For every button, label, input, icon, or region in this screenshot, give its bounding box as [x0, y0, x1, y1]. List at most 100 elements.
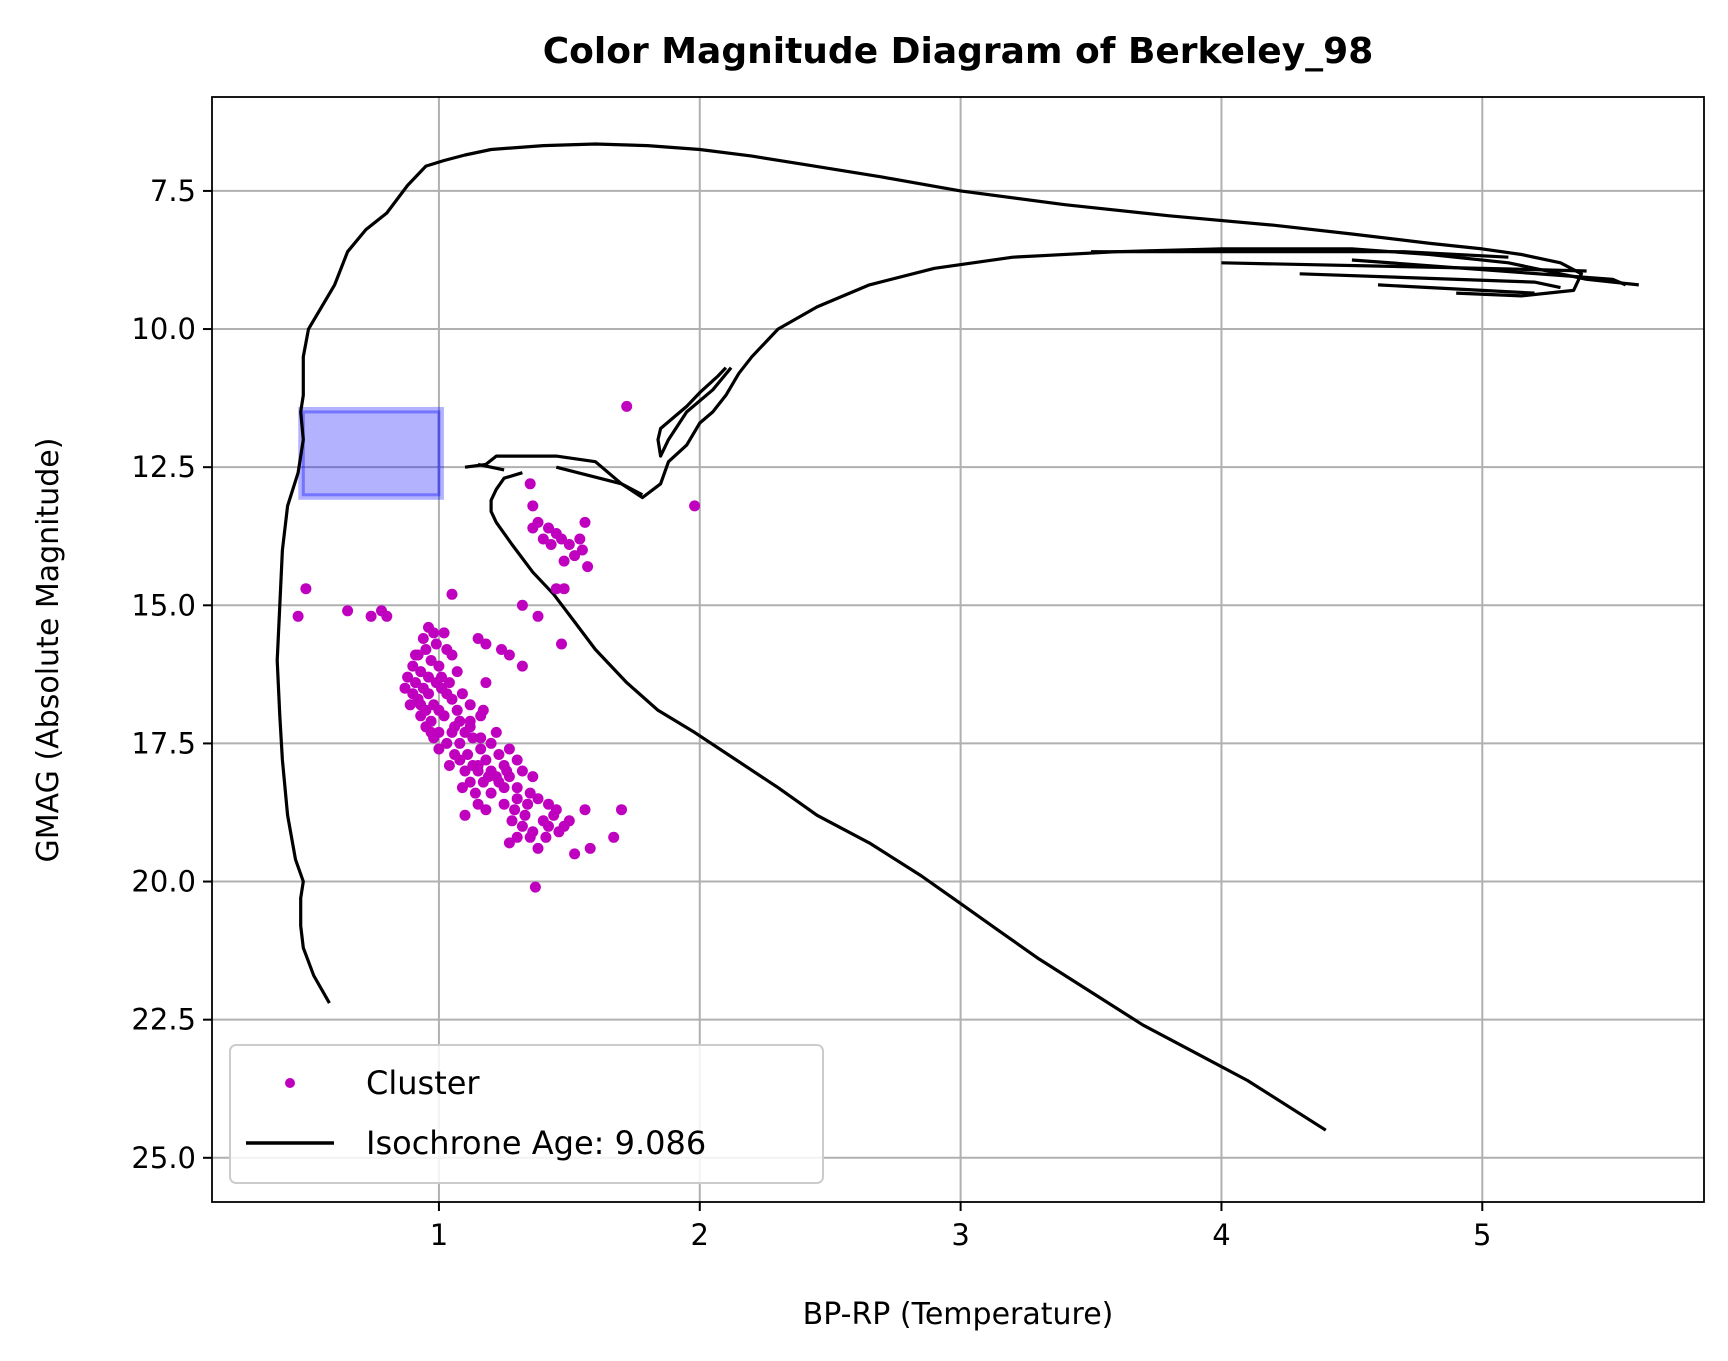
cluster-point: [493, 749, 505, 760]
cluster-point: [532, 610, 544, 622]
cluster-point: [553, 826, 565, 838]
cluster-point: [545, 539, 557, 550]
plot-frame: [211, 96, 1705, 1203]
cluster-point: [563, 539, 575, 550]
cluster-point: [436, 671, 447, 683]
isochrone-line: [1091, 250, 1509, 259]
cluster-point: [608, 831, 620, 843]
cluster-point: [503, 837, 515, 849]
cluster-point: [493, 776, 505, 788]
cluster-point: [402, 671, 414, 683]
cluster-point: [516, 765, 528, 777]
cluster-point: [459, 809, 471, 821]
cluster-point: [454, 737, 466, 749]
cluster-point: [454, 754, 466, 766]
cluster-point: [616, 804, 627, 816]
cluster-point: [501, 765, 513, 777]
isochrone-line: [464, 247, 1639, 500]
cluster-point: [381, 610, 393, 622]
cluster-point: [516, 820, 528, 832]
cluster-point: [464, 715, 476, 727]
cluster-point: [475, 732, 487, 744]
x-axis-ticks: 1 2 3 4 5: [430, 1202, 1492, 1252]
cluster-point: [446, 693, 458, 705]
cluster-point: [485, 787, 497, 799]
cluster-point: [519, 809, 531, 821]
cluster-point: [689, 500, 701, 512]
cluster-point: [433, 743, 445, 755]
cluster-point: [527, 500, 539, 512]
cluster-point: [449, 721, 461, 733]
cluster-point: [410, 677, 421, 689]
highlight-box-outer: [298, 406, 444, 500]
cluster-point: [543, 820, 554, 832]
cluster-point: [516, 599, 528, 611]
highlight-box-layer: [298, 406, 444, 500]
y-tick-label: 17.5: [131, 726, 196, 760]
cluster-point: [425, 655, 437, 666]
cluster-point: [582, 561, 594, 573]
cluster-point: [537, 533, 549, 545]
cluster-point: [292, 610, 304, 622]
cluster-point: [467, 732, 479, 744]
isochrone-line: [1377, 283, 1535, 295]
cluster-layer: [292, 400, 701, 893]
cluster-point: [540, 831, 552, 843]
cluster-point: [417, 633, 429, 644]
cluster-point: [503, 743, 515, 755]
cluster-point: [459, 765, 471, 777]
cluster-point: [543, 798, 554, 810]
cluster-point: [511, 793, 523, 805]
cluster-point: [415, 699, 427, 711]
cluster-point: [569, 848, 581, 860]
cluster-point: [425, 726, 437, 738]
cluster-point: [527, 771, 539, 783]
isochrone-line: [489, 471, 1327, 1132]
cluster-point: [569, 550, 581, 562]
y-tick-label: 22.5: [131, 1003, 196, 1037]
cluster-point: [423, 671, 434, 683]
cluster-point: [524, 787, 536, 799]
cluster-point: [556, 638, 567, 650]
cluster-point: [579, 804, 591, 816]
y-axis-ticks: 7.5 10.0 12.5 15.0 17.5 20.0 22.5 25.0: [131, 174, 212, 1175]
y-tick-label: 25.0: [131, 1141, 196, 1175]
y-tick-label: 20.0: [131, 865, 196, 899]
cluster-point: [524, 478, 536, 490]
cluster-point: [399, 682, 411, 694]
cluster-point: [469, 787, 481, 799]
cluster-point: [498, 798, 510, 810]
cluster-point: [550, 583, 562, 595]
cluster-point: [428, 627, 440, 639]
isochrone-line: [555, 465, 644, 497]
cluster-point: [420, 644, 432, 655]
y-tick-label: 12.5: [131, 450, 196, 484]
isochrone-line: [1221, 261, 1587, 273]
cluster-point: [483, 771, 494, 783]
cluster-point: [365, 610, 377, 622]
x-tick-label: 1: [430, 1218, 448, 1252]
legend-frame: [229, 1044, 824, 1184]
cluster-point: [456, 688, 468, 700]
cluster-point: [438, 710, 450, 722]
cluster-point: [410, 649, 421, 661]
cluster-point: [477, 704, 489, 716]
cluster-point: [480, 754, 492, 766]
legend-cluster-marker: [285, 1078, 295, 1088]
isochrone-line: [477, 462, 505, 472]
grid-lines: [212, 97, 1704, 1202]
isochrone-layer: [275, 142, 1639, 1132]
cluster-point: [462, 749, 474, 760]
cluster-point: [558, 555, 570, 567]
x-tick-label: 5: [1473, 1218, 1491, 1252]
cluster-point: [451, 666, 463, 678]
cluster-point: [480, 804, 492, 816]
cluster-point: [621, 400, 633, 412]
cluster-point: [543, 522, 554, 534]
cluster-point: [524, 831, 536, 843]
cluster-point: [464, 699, 476, 711]
cluster-point: [556, 533, 567, 545]
cluster-point: [441, 737, 453, 749]
cluster-point: [503, 649, 515, 661]
cluster-point: [415, 666, 427, 678]
